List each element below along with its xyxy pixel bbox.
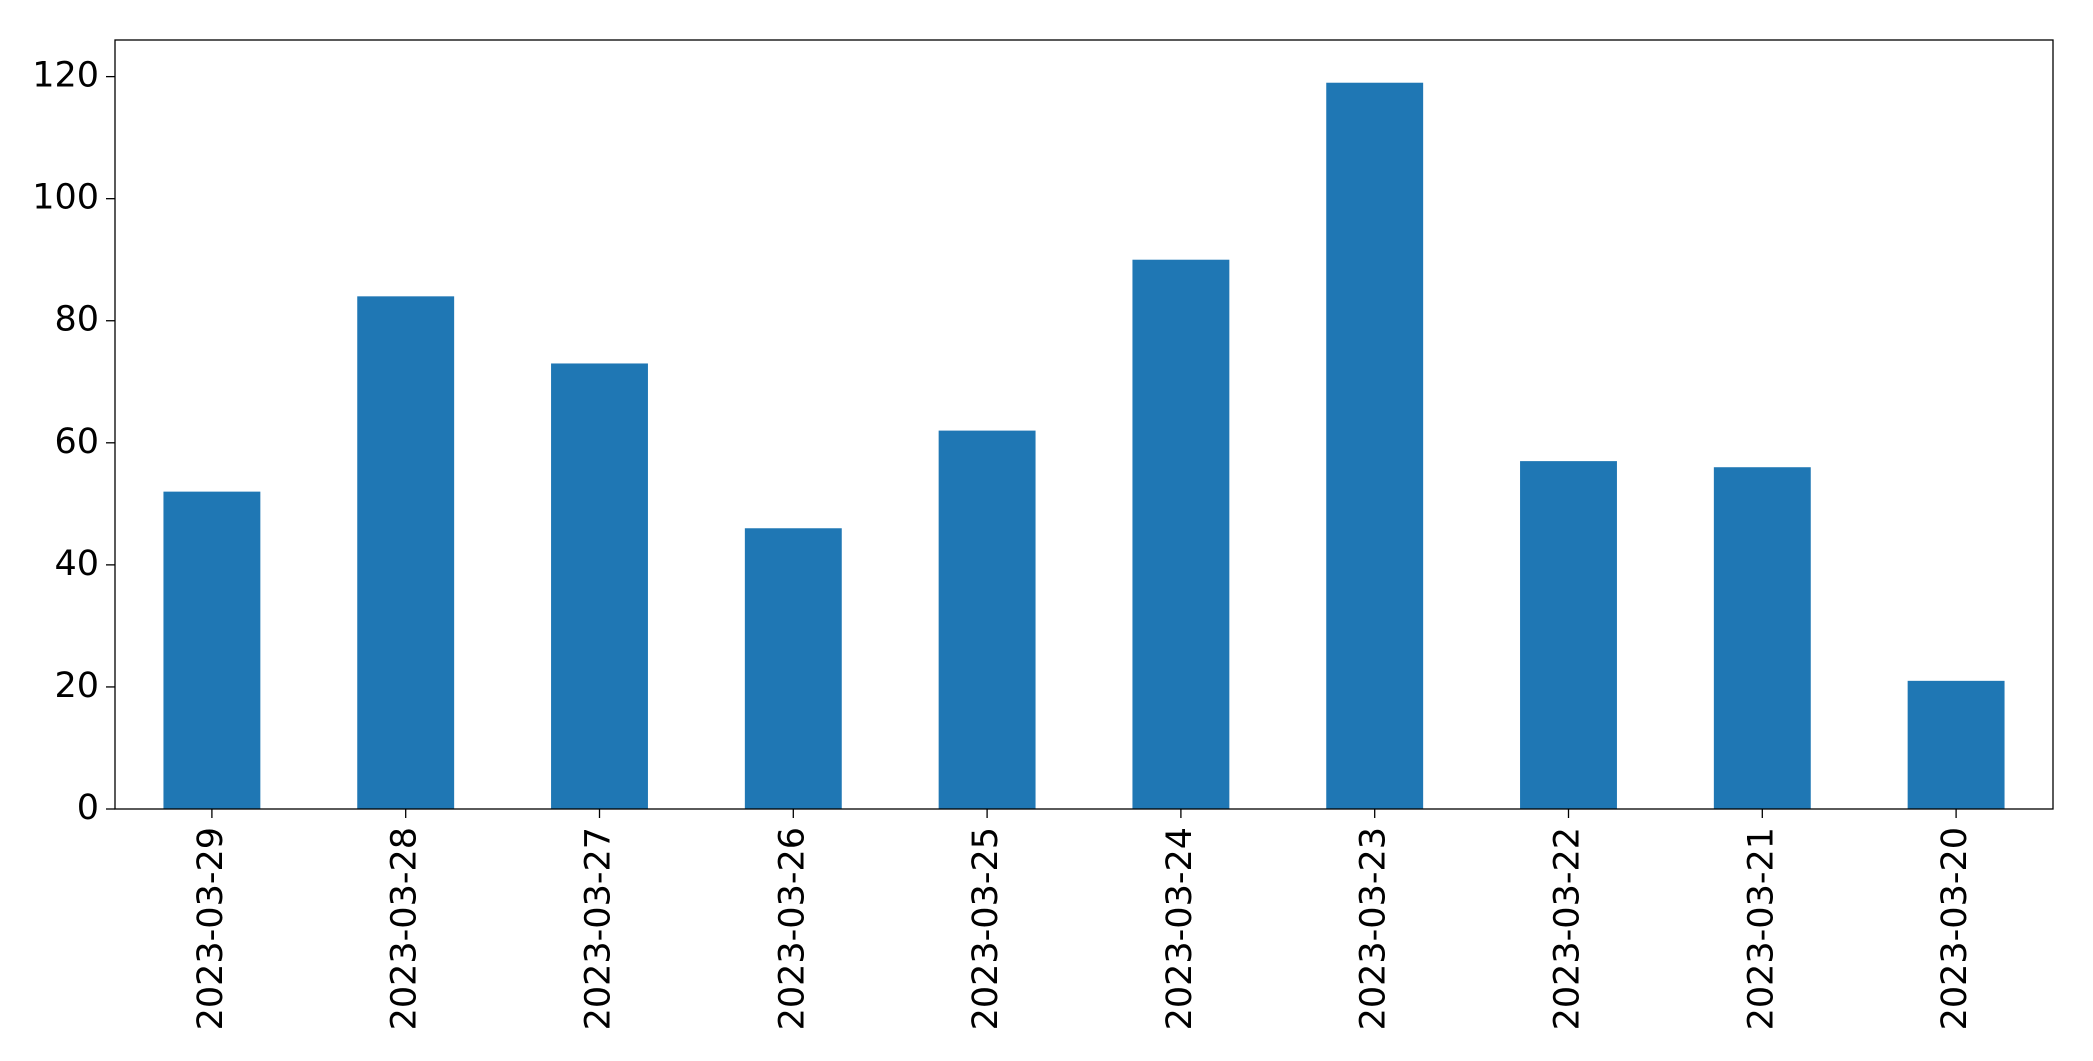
bar <box>163 491 261 809</box>
x-tick-label: 2023-03-29 <box>191 827 231 1030</box>
x-tick-label: 2023-03-22 <box>1548 827 1588 1030</box>
y-tick-label: 100 <box>32 178 99 218</box>
x-tick-label: 2023-03-25 <box>966 827 1006 1030</box>
y-tick-label: 20 <box>54 666 99 706</box>
bar <box>1132 259 1230 809</box>
bar <box>1326 82 1424 809</box>
y-tick-label: 60 <box>54 422 99 462</box>
y-tick-label: 0 <box>77 788 99 828</box>
bar <box>551 363 648 809</box>
x-tick-label: 2023-03-28 <box>385 827 425 1030</box>
x-tick-label: 2023-03-21 <box>1741 827 1781 1030</box>
y-tick-label: 40 <box>54 544 99 584</box>
plot-frame <box>114 39 2054 810</box>
bar <box>938 430 1036 809</box>
bar <box>1520 461 1617 809</box>
bar <box>1907 680 2005 809</box>
x-tick-label: 2023-03-26 <box>772 827 812 1030</box>
x-tick-label: 2023-03-23 <box>1354 827 1394 1030</box>
x-tick-label: 2023-03-20 <box>1935 827 1975 1030</box>
y-tick-label: 120 <box>32 56 99 96</box>
x-tick-label: 2023-03-27 <box>579 827 619 1030</box>
bar <box>744 528 842 809</box>
y-tick-label: 80 <box>54 300 99 340</box>
bar <box>357 296 455 809</box>
bar <box>1713 467 1811 809</box>
x-tick-label: 2023-03-24 <box>1160 827 1200 1030</box>
